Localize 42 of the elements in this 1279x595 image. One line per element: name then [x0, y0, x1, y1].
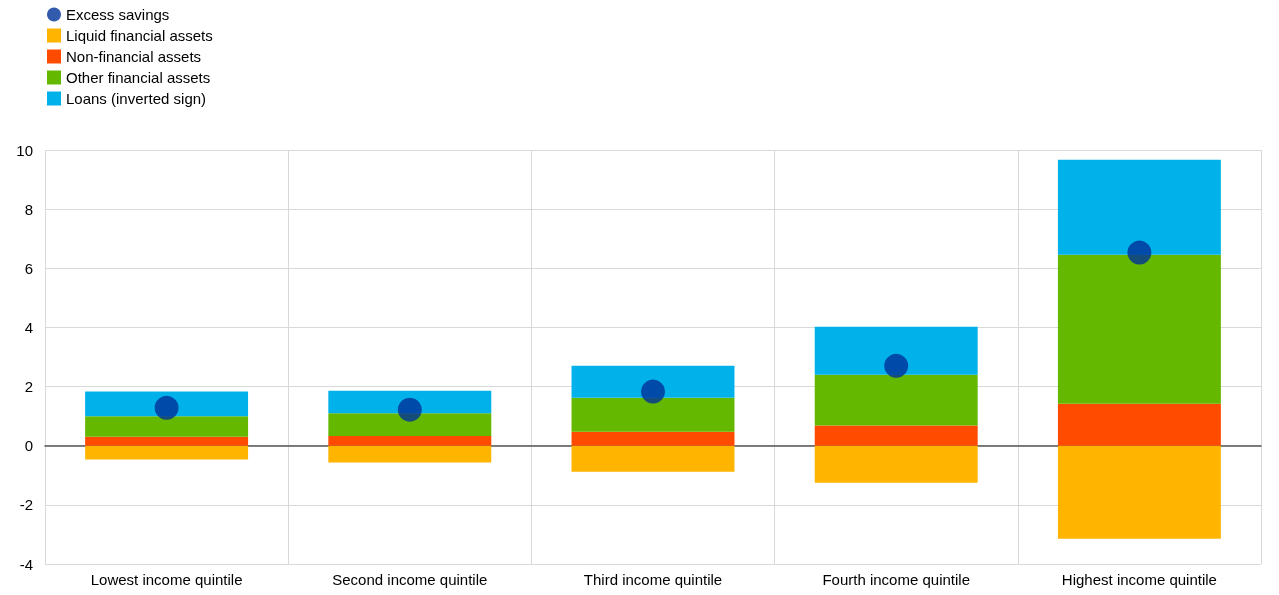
y-tick-label: 0 — [24, 437, 33, 455]
x-tick-label: Third income quintile — [583, 571, 723, 588]
x-tick-label: Lowest income quintile — [90, 571, 243, 588]
bar — [571, 397, 735, 432]
x-tick-label: Fourth income quintile — [822, 571, 970, 588]
bar — [814, 445, 978, 483]
bar — [814, 374, 978, 426]
y-tick-label: 2 — [24, 378, 33, 396]
y-tick-label: 6 — [24, 259, 33, 277]
x-tick-label: Highest income quintile — [1061, 571, 1217, 588]
point — [884, 353, 909, 378]
bar — [85, 445, 249, 460]
bar — [571, 365, 735, 398]
legend-label: Liquid financial assets — [66, 27, 213, 44]
legend-label: Other financial assets — [66, 69, 211, 86]
bar — [1057, 159, 1221, 255]
bar — [85, 436, 249, 446]
bar — [328, 435, 492, 446]
legend-label: Excess savings — [66, 6, 170, 23]
y-tick-label: 4 — [24, 318, 33, 336]
bar — [814, 425, 978, 446]
bar — [814, 326, 978, 375]
point — [1127, 240, 1152, 265]
bar — [328, 413, 492, 436]
y-tick-label: 8 — [24, 200, 33, 218]
point — [154, 395, 179, 420]
x-tick-label: Second income quintile — [332, 571, 488, 588]
y-tick-label: -2 — [19, 496, 33, 514]
bar — [571, 445, 735, 472]
legend-label: Loans (inverted sign) — [66, 90, 207, 107]
bar — [571, 431, 735, 446]
point — [397, 397, 422, 422]
point — [641, 379, 665, 404]
legend-label: Non-financial assets — [66, 48, 202, 65]
bar — [1057, 403, 1221, 446]
bar — [328, 390, 492, 414]
bar — [1057, 254, 1221, 404]
y-tick-label: -4 — [19, 555, 33, 573]
bar — [85, 416, 249, 437]
y-tick-label: 10 — [16, 141, 33, 159]
bar — [1057, 445, 1221, 539]
bar — [328, 445, 492, 463]
